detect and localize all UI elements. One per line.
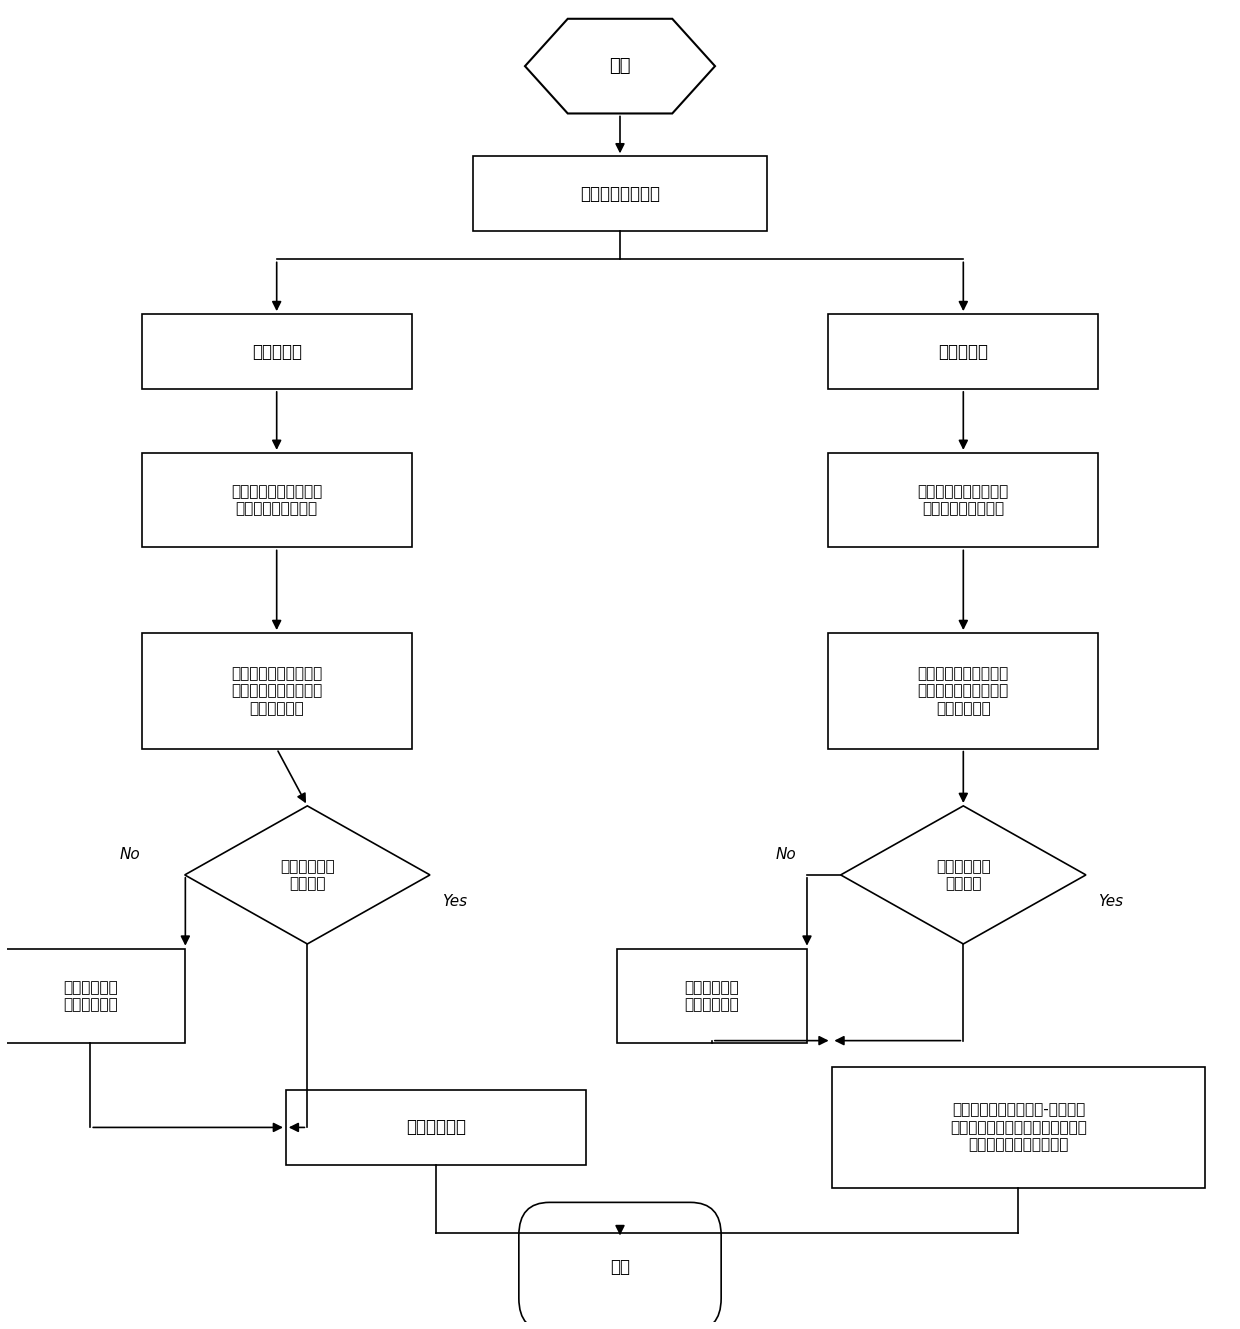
Text: 零序过流保护
出口跳闸: 零序过流保护 出口跳闸 [280,859,335,892]
Text: 各级分段开关暂态功率
方向保护启动，计时: 各级分段开关暂态功率 方向保护启动，计时 [231,484,322,516]
Text: 配置模式二: 配置模式二 [939,343,988,360]
Text: 配置模式一: 配置模式一 [252,343,301,360]
Text: 暂态功率方向
保护出口跳闸: 暂态功率方向 保护出口跳闸 [63,979,118,1013]
Text: 首级分段开关暂态功率
方向保护启动，计时: 首级分段开关暂态功率 方向保护启动，计时 [918,484,1009,516]
Text: No: No [775,847,796,861]
Text: No: No [119,847,140,861]
Text: 后级分段开关启动电压-时间型馈
线自动化逻辑，配合首级分段开关
重合闸功能完成故障隔离: 后级分段开关启动电压-时间型馈 线自动化逻辑，配合首级分段开关 重合闸功能完成故… [950,1103,1087,1152]
Text: 故障隔离完毕: 故障隔离完毕 [405,1119,466,1136]
Text: 暂态功率方向
保护出口跳闸: 暂态功率方向 保护出口跳闸 [684,979,739,1013]
Text: Yes: Yes [443,893,467,909]
Text: 结束: 结束 [610,1257,630,1276]
Text: 单相接地故障发生: 单相接地故障发生 [580,185,660,203]
Text: 零序过流保护
出口跳闸: 零序过流保护 出口跳闸 [936,859,991,892]
Text: 中性点小电阻投入，各
级分段开关零序过流保
护启动，计时: 中性点小电阻投入，各 级分段开关零序过流保 护启动，计时 [231,666,322,716]
Text: 开始: 开始 [609,57,631,76]
Text: Yes: Yes [1099,893,1123,909]
Text: 中性点小电阻投入，首
级分段开关零序过流保
护启动，计时: 中性点小电阻投入，首 级分段开关零序过流保 护启动，计时 [918,666,1009,716]
